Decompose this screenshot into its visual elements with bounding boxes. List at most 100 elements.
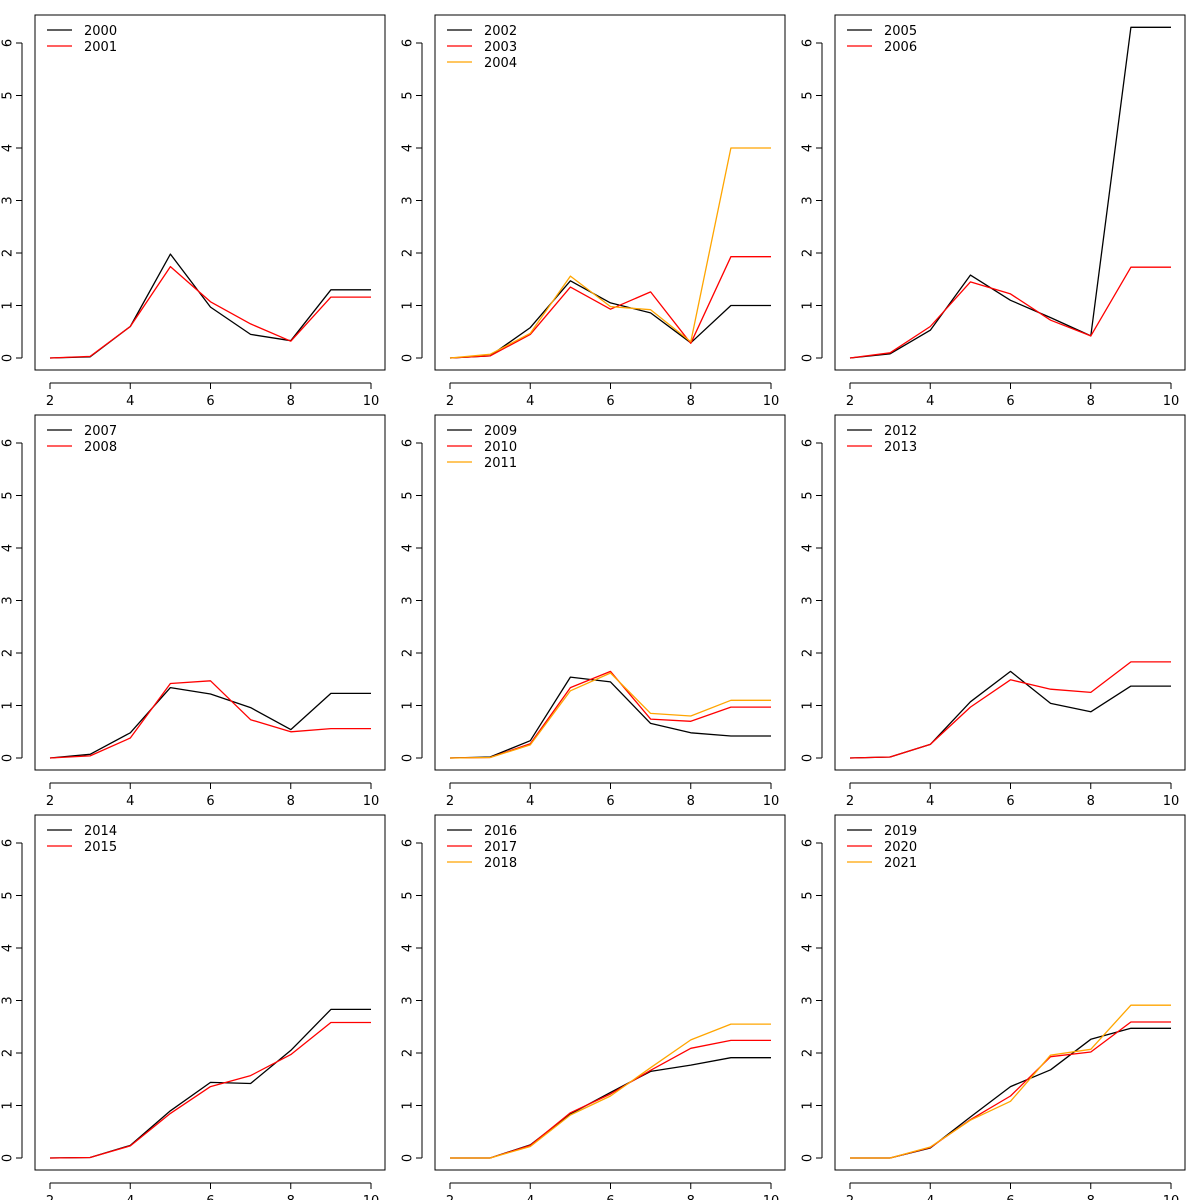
series-line-2009 xyxy=(449,676,771,759)
series-line-2017 xyxy=(450,1039,771,1159)
y-tick-label: 5 xyxy=(801,91,816,99)
y-tick-label: 4 xyxy=(801,944,816,952)
y-tick-label: 1 xyxy=(801,701,816,709)
y-tick-label: 6 xyxy=(401,39,416,47)
x-tick-label: 8 xyxy=(287,794,295,809)
x-tick-label: 6 xyxy=(606,1194,614,1200)
x-tick-label: 10 xyxy=(763,394,780,409)
y-tick-label: 3 xyxy=(1,196,16,204)
y-tick-label: 3 xyxy=(401,196,416,204)
y-tick-label: 2 xyxy=(1,649,16,657)
legend-label: 2019 xyxy=(884,824,917,839)
legend-label: 2013 xyxy=(884,440,917,455)
x-tick-label: 2 xyxy=(446,1194,454,1200)
y-tick-label: 0 xyxy=(1,1154,16,1162)
y-tick-label: 5 xyxy=(1,491,16,499)
x-tick-label: 4 xyxy=(526,394,534,409)
series-line-2003 xyxy=(449,256,771,359)
x-tick-label: 2 xyxy=(46,794,54,809)
y-tick-label: 6 xyxy=(1,439,16,447)
y-tick-label: 2 xyxy=(401,1049,416,1057)
x-tick-label: 10 xyxy=(363,394,380,409)
y-tick-label: 4 xyxy=(1,544,16,552)
y-tick-label: 6 xyxy=(801,839,816,847)
x-tick-label: 10 xyxy=(1163,794,1180,809)
x-tick-label: 2 xyxy=(846,1194,854,1200)
y-tick-label: 6 xyxy=(801,39,816,47)
y-tick-label: 2 xyxy=(801,1049,816,1057)
x-tick-label: 4 xyxy=(126,794,134,809)
legend-label: 2020 xyxy=(884,840,917,855)
x-tick-label: 4 xyxy=(926,394,934,409)
legend-label: 2004 xyxy=(484,56,517,71)
x-tick-label: 6 xyxy=(1006,794,1014,809)
legend-label: 2017 xyxy=(484,840,517,855)
y-tick-label: 3 xyxy=(401,996,416,1004)
plot-frame xyxy=(834,814,1186,1171)
y-tick-label: 5 xyxy=(801,891,816,899)
x-tick-label: 8 xyxy=(287,394,295,409)
y-tick-label: 2 xyxy=(801,649,816,657)
y-tick-label: 3 xyxy=(801,996,816,1004)
y-tick-label: 3 xyxy=(801,196,816,204)
y-tick-label: 1 xyxy=(401,1101,416,1109)
series-line-2016 xyxy=(450,1057,771,1159)
y-tick-label: 6 xyxy=(401,839,416,847)
x-tick-label: 4 xyxy=(126,1194,134,1200)
x-tick-label: 2 xyxy=(446,394,454,409)
y-tick-label: 1 xyxy=(801,301,816,309)
series-line-2021 xyxy=(850,1004,1171,1159)
y-tick-label: 2 xyxy=(801,249,816,257)
x-tick-label: 10 xyxy=(363,1194,380,1200)
y-tick-label: 3 xyxy=(1,596,16,604)
series-line-2006 xyxy=(849,266,1171,359)
legend-label: 2005 xyxy=(884,24,917,39)
series-line-2008 xyxy=(49,680,371,759)
y-tick-label: 1 xyxy=(1,701,16,709)
y-tick-label: 0 xyxy=(401,754,416,762)
y-tick-label: 6 xyxy=(401,439,416,447)
y-tick-label: 2 xyxy=(401,249,416,257)
series-line-2002 xyxy=(449,280,771,359)
y-tick-label: 0 xyxy=(801,1154,816,1162)
y-tick-label: 4 xyxy=(401,144,416,152)
y-tick-label: 4 xyxy=(401,944,416,952)
x-tick-label: 4 xyxy=(126,394,134,409)
plot-frame xyxy=(434,414,786,771)
x-tick-label: 8 xyxy=(687,1194,695,1200)
x-tick-label: 2 xyxy=(846,794,854,809)
y-tick-label: 4 xyxy=(401,544,416,552)
x-tick-label: 2 xyxy=(46,1194,54,1200)
y-tick-label: 4 xyxy=(801,144,816,152)
x-tick-label: 8 xyxy=(687,794,695,809)
series-line-2015 xyxy=(49,1021,371,1159)
y-tick-label: 0 xyxy=(801,354,816,362)
series-line-2004 xyxy=(449,147,771,359)
y-tick-label: 5 xyxy=(801,491,816,499)
x-tick-label: 6 xyxy=(206,394,214,409)
legend-label: 2009 xyxy=(484,424,517,439)
x-tick-label: 2 xyxy=(46,394,54,409)
y-tick-label: 4 xyxy=(1,144,16,152)
y-tick-label: 0 xyxy=(1,754,16,762)
x-tick-label: 6 xyxy=(606,394,614,409)
legend-label: 2007 xyxy=(84,424,117,439)
legend-label: 2016 xyxy=(484,824,517,839)
series-line-2010 xyxy=(449,670,771,759)
y-tick-label: 1 xyxy=(1,301,16,309)
series-line-2012 xyxy=(849,670,1171,759)
